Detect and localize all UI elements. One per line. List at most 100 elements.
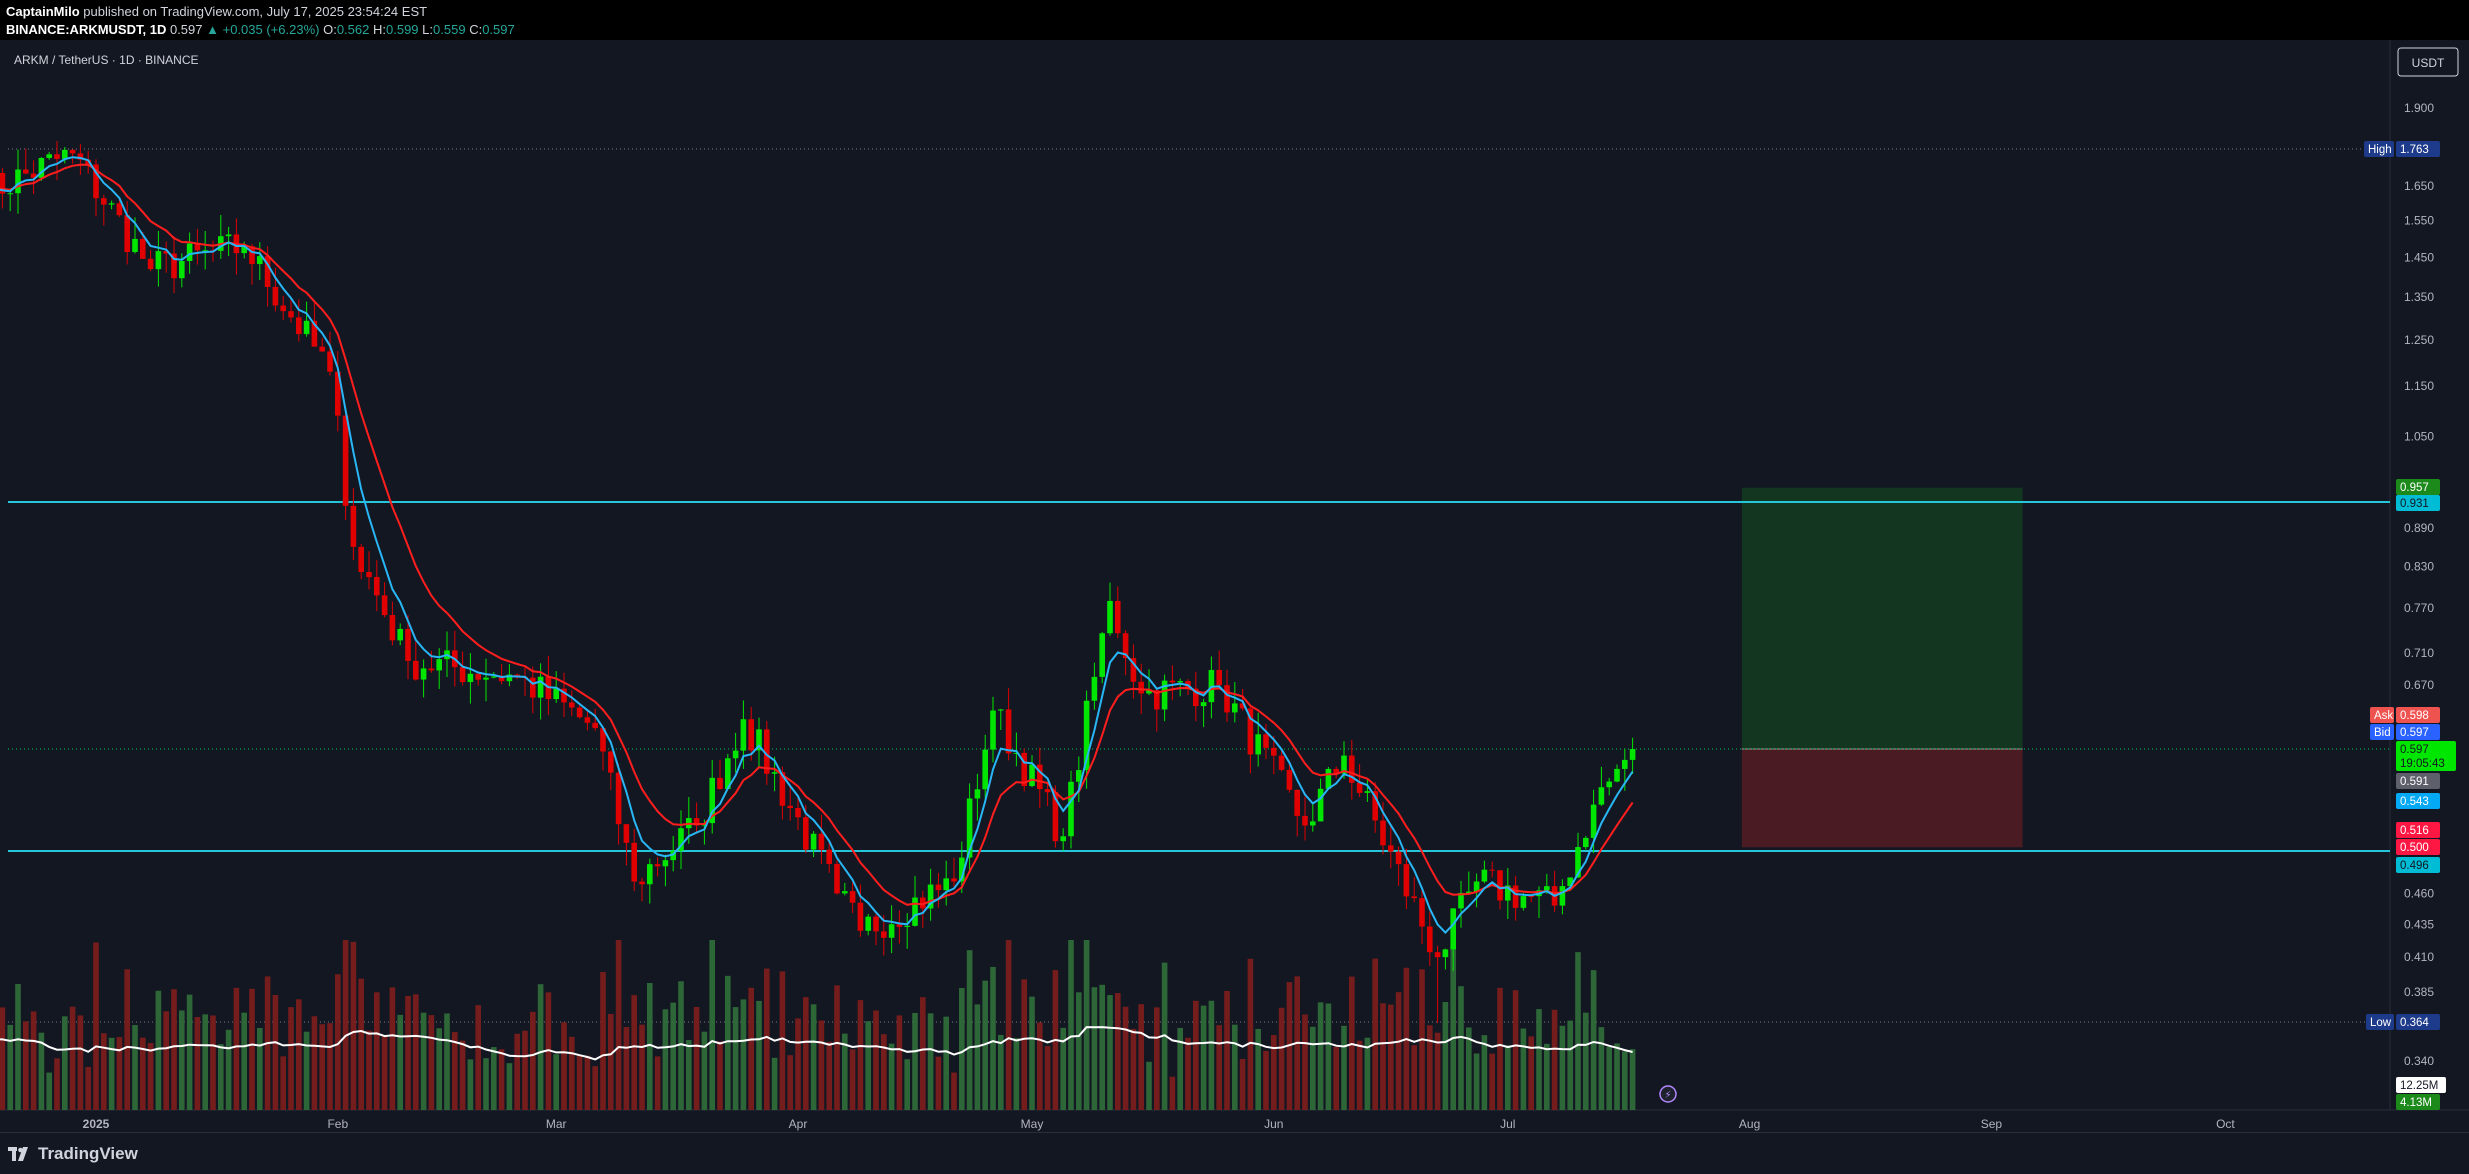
time-tick-label: Jul [1500, 1117, 1515, 1131]
high-label-tag-box [2364, 141, 2394, 157]
candle-body [171, 253, 177, 279]
volume-bar [436, 1028, 442, 1110]
currency-button[interactable]: USDT [2397, 47, 2459, 77]
ema-fast-value-tag-box [2396, 773, 2440, 789]
ask-label-tag-text: Ask [2374, 710, 2393, 722]
volume-bar [202, 1014, 208, 1110]
candle-body [1044, 789, 1051, 793]
candle-body [709, 777, 715, 824]
volume-bar [865, 1021, 871, 1110]
replay-icon[interactable]: ⚡ [1659, 1085, 1677, 1103]
volume-bar [1216, 1025, 1222, 1110]
volume-bar [1395, 992, 1402, 1110]
volume-bar [155, 990, 162, 1110]
volume-bar [1317, 1002, 1324, 1110]
volume-bar [1138, 1004, 1144, 1110]
volume-bar [374, 992, 380, 1110]
candle-body [1528, 896, 1534, 898]
volume-bar [709, 940, 715, 1110]
price-tick-label: 1.650 [2404, 179, 2434, 193]
price-tags: High 1.763 Low 0.364 0.957 0.931 Ask 0.598 Bid 0.… [2364, 141, 2456, 1110]
volume-bar [1091, 987, 1098, 1110]
low-label-tag-text: Low [2370, 1017, 2392, 1029]
candle-body [1193, 688, 1199, 707]
volume-bar [647, 983, 653, 1110]
resistance-price-tag-box [2396, 495, 2440, 511]
volume-bar [241, 1012, 247, 1110]
volume-bar [93, 942, 99, 1110]
volume-bar [85, 1066, 91, 1110]
volume-bar [1302, 1014, 1308, 1110]
low-value: 0.559 [433, 22, 466, 37]
candle-body [342, 415, 349, 506]
candle-body [842, 891, 848, 894]
candle-body [1325, 768, 1332, 789]
candle-body [140, 238, 146, 259]
currency-button-box[interactable] [2397, 47, 2459, 77]
volume-bar [1427, 1025, 1433, 1110]
stop-loss-zone[interactable] [1741, 749, 2023, 848]
candle-body [1076, 770, 1082, 782]
profit-zone[interactable] [1741, 487, 2023, 750]
symbol-name: BINANCE:ARKMUSDT, 1D [6, 22, 167, 37]
price-tick-label: 0.890 [2404, 521, 2434, 535]
candle-body [1013, 752, 1020, 754]
volume-bar [1310, 1026, 1316, 1110]
candle-body [436, 659, 442, 671]
candle-body [1107, 600, 1113, 634]
volume-bar [108, 1037, 115, 1110]
time-tick-label: Feb [327, 1117, 348, 1131]
volume-bar [366, 1030, 372, 1110]
lightning-icon-circle[interactable] [1659, 1085, 1677, 1103]
volume-bar [920, 997, 926, 1110]
price-tick-label: 0.460 [2404, 886, 2434, 900]
volume-bar [1356, 1040, 1363, 1110]
time-axis[interactable]: 2025 Feb Mar Apr May Jun Jul Aug Sep Oct [83, 1117, 2236, 1131]
volume-bar [553, 1054, 559, 1110]
volume-bar [1481, 1035, 1488, 1110]
time-tick-label: Apr [789, 1117, 808, 1131]
candle-body [670, 850, 676, 861]
candle-body [350, 505, 357, 547]
candle-body [1271, 747, 1277, 756]
price-axis[interactable]: 1.900 1.650 1.550 1.450 1.350 1.250 1.150 1.050… [2404, 101, 2434, 1068]
volume-bar [842, 1033, 848, 1110]
volume-bar [756, 1000, 762, 1110]
currency-button-label[interactable]: USDT [2412, 56, 2445, 70]
candle-body [1364, 791, 1371, 793]
ema-slow-line [0, 163, 1634, 906]
long-position-tool[interactable] [1741, 487, 2023, 848]
countdown-text: 19:05:43 [2400, 758, 2445, 770]
candle-body [1005, 709, 1012, 754]
volume-bar [966, 950, 973, 1110]
volume-bar [30, 1011, 37, 1110]
volume-bar [1076, 992, 1082, 1110]
volume-bar [1099, 984, 1105, 1110]
volume-bar [342, 940, 349, 1110]
candle-body [1403, 864, 1410, 897]
tradingview-logo[interactable]: TradingView [8, 1144, 138, 1164]
publish-date: published on TradingView.com, July 17, 2… [83, 4, 428, 19]
candle-body [569, 702, 575, 708]
price-chart[interactable]: ARKM / TetherUS · 1D · BINANCE USDT ⚡ 1.… [0, 40, 2469, 1132]
candle-body [615, 772, 622, 825]
candle-body [1559, 886, 1566, 906]
lightning-icon[interactable]: ⚡ [1664, 1090, 1671, 1101]
volume-bar [257, 1028, 263, 1110]
volume-bar [23, 1021, 29, 1110]
last-price-tag: 0.597 19:05:43 [2396, 741, 2456, 771]
footer: TradingView [0, 1132, 2469, 1174]
volume-tag-box [2396, 1094, 2440, 1110]
author-name[interactable]: CaptainMilo [6, 4, 80, 19]
volume-bar [1169, 1076, 1176, 1110]
candle-body [7, 193, 13, 195]
candle-body [779, 772, 786, 806]
volume-bar [1466, 1027, 1472, 1110]
candle-body [623, 824, 630, 843]
volume-bar [896, 1015, 903, 1110]
volume-bar [530, 1011, 536, 1110]
volume-bar [1200, 1005, 1207, 1110]
candle-body [1060, 836, 1066, 842]
candle-body [1341, 755, 1347, 774]
ema-red-value-tag: 0.516 [2396, 822, 2440, 838]
